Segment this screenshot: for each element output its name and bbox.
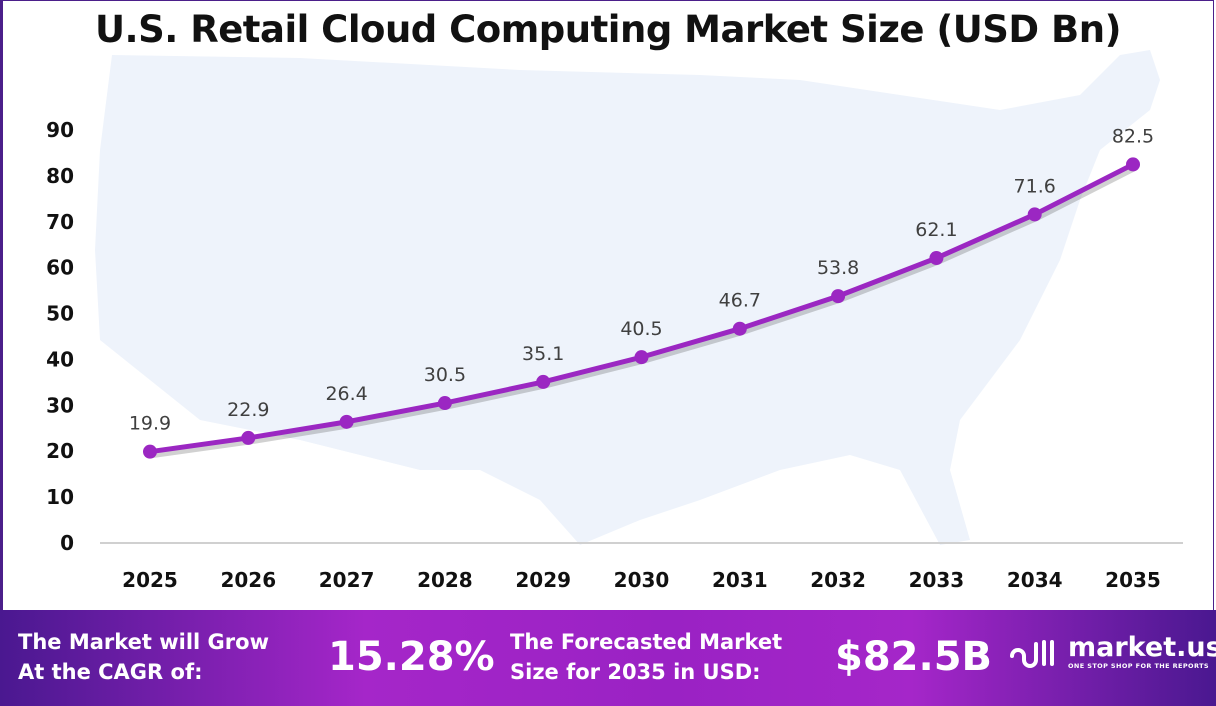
chart-title: U.S. Retail Cloud Computing Market Size … <box>95 8 1121 51</box>
x-tick-label: 2026 <box>220 568 276 592</box>
data-point <box>339 414 354 429</box>
data-label: 19.9 <box>129 413 171 435</box>
x-tick-label: 2032 <box>810 568 866 592</box>
x-tick-label: 2034 <box>1007 568 1063 592</box>
forecast-value: $82.5B <box>835 634 993 680</box>
y-tick-label: 50 <box>46 302 74 326</box>
y-tick-label: 10 <box>46 485 74 509</box>
x-tick-label: 2027 <box>319 568 375 592</box>
forecast-label-line2: Size for 2035 in USD: <box>510 660 761 684</box>
cagr-value: 15.28% <box>328 634 495 680</box>
brand-tagline: ONE STOP SHOP FOR THE REPORTS <box>1068 662 1209 670</box>
data-point <box>1027 207 1042 222</box>
footer-banner: The Market will Grow At the CAGR of: 15.… <box>0 610 1216 706</box>
x-tick-label: 2029 <box>515 568 571 592</box>
data-label: 62.1 <box>915 219 957 241</box>
data-point <box>241 430 256 445</box>
data-point <box>1126 157 1140 172</box>
cagr-label-line2: At the CAGR of: <box>18 660 203 684</box>
x-tick-label: 2031 <box>712 568 768 592</box>
us-map-silhouette <box>95 50 1160 545</box>
y-tick-label: 0 <box>60 531 74 555</box>
data-label: 46.7 <box>719 290 761 312</box>
market-us-logo-icon <box>1010 640 1054 668</box>
data-point <box>634 350 649 365</box>
x-tick-label: 2025 <box>122 568 178 592</box>
brand-name: market.us <box>1068 632 1216 663</box>
forecast-label-line1: The Forecasted Market <box>510 630 783 654</box>
x-tick-label: 2028 <box>417 568 473 592</box>
data-point <box>831 289 846 304</box>
y-tick-label: 60 <box>46 256 74 280</box>
data-label: 53.8 <box>817 257 859 279</box>
data-point <box>437 396 452 411</box>
y-tick-label: 40 <box>46 347 74 371</box>
data-point <box>929 251 944 266</box>
data-label: 35.1 <box>522 343 564 365</box>
forecast-label: The Forecasted Market Size for 2035 in U… <box>510 627 782 687</box>
y-tick-label: 90 <box>46 118 74 142</box>
data-point <box>536 374 551 389</box>
data-point <box>143 444 157 459</box>
data-label: 82.5 <box>1112 125 1154 147</box>
data-label: 22.9 <box>227 399 269 421</box>
y-tick-label: 80 <box>46 164 74 188</box>
data-label: 40.5 <box>620 318 662 340</box>
cagr-label: The Market will Grow At the CAGR of: <box>18 627 269 687</box>
y-tick-label: 20 <box>46 439 74 463</box>
x-tick-label: 2033 <box>909 568 965 592</box>
cagr-label-line1: The Market will Grow <box>18 630 269 654</box>
y-tick-label: 30 <box>46 393 74 417</box>
x-tick-label: 2035 <box>1105 568 1161 592</box>
brand-logo: market.us ONE STOP SHOP FOR THE REPORTS <box>1008 634 1216 670</box>
y-tick-label: 70 <box>46 210 74 234</box>
data-point <box>732 321 747 336</box>
data-label: 26.4 <box>325 383 367 405</box>
x-tick-label: 2030 <box>614 568 670 592</box>
data-label: 30.5 <box>424 364 466 386</box>
data-label: 71.6 <box>1014 175 1056 197</box>
